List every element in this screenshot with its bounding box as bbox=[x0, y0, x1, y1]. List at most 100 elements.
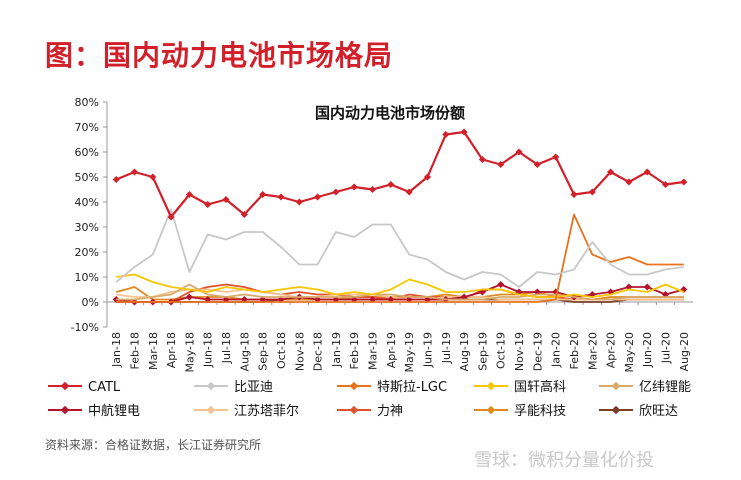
legend-marker bbox=[349, 381, 359, 391]
data-point bbox=[130, 168, 139, 176]
data-point bbox=[149, 173, 157, 181]
x-tick-label: Oct-18 bbox=[275, 332, 288, 369]
x-tick-label: Mar-20 bbox=[586, 332, 599, 370]
x-tick-label: Jul-18 bbox=[220, 332, 233, 364]
data-point bbox=[588, 188, 596, 196]
x-tick-label: May-19 bbox=[403, 332, 416, 373]
y-tick-label: 80% bbox=[75, 96, 99, 109]
market-share-chart: 国内动力电池市场份额 -10% 0% 10% 20% 30% 40% 50% 60% 70% 80… bbox=[48, 96, 693, 419]
legend-marker bbox=[611, 405, 621, 415]
legend-label: 国轩高科 bbox=[514, 379, 566, 395]
data-point bbox=[478, 155, 486, 164]
page-title: 图：国内动力电池市场格局 bbox=[45, 39, 394, 72]
source-note: 资料来源：合格证数据，长江证券研究所 bbox=[45, 438, 262, 452]
x-tick-label: Jun-20 bbox=[641, 332, 654, 368]
x-tick-label: Sep-19 bbox=[476, 332, 489, 371]
legend-marker bbox=[206, 381, 216, 391]
data-point bbox=[240, 210, 248, 219]
legend-marker bbox=[60, 405, 70, 415]
x-tick-label: Aug-20 bbox=[678, 332, 691, 371]
data-point bbox=[442, 130, 450, 139]
legend-label: 亿纬锂能 bbox=[639, 380, 691, 395]
data-point bbox=[259, 190, 267, 199]
data-point bbox=[515, 148, 523, 156]
data-point bbox=[607, 168, 615, 176]
legend-label: 孚能科技 bbox=[514, 404, 566, 419]
x-tick-label: Feb-19 bbox=[348, 332, 361, 369]
watermark: 雪球：微积分量化价投 bbox=[474, 450, 654, 471]
x-tick-label: Mar-18 bbox=[147, 332, 160, 370]
data-point bbox=[423, 173, 432, 181]
legend-marker bbox=[349, 405, 359, 415]
x-tick-label: May-20 bbox=[623, 332, 636, 373]
data-point bbox=[643, 283, 651, 291]
series-line-1 bbox=[115, 208, 684, 288]
data-point bbox=[204, 200, 212, 209]
data-point bbox=[112, 175, 120, 184]
data-point bbox=[460, 128, 468, 136]
x-tick-label: Jan-18 bbox=[110, 332, 123, 368]
legend-marker bbox=[486, 381, 496, 391]
x-tick-label: Apr-19 bbox=[385, 332, 398, 368]
legend-marker bbox=[486, 405, 496, 415]
y-tick-label: 50% bbox=[75, 171, 99, 184]
x-tick-label: Jan-19 bbox=[330, 332, 343, 368]
x-tick-label: Oct-19 bbox=[495, 332, 508, 369]
x-tick-label: Mar-19 bbox=[367, 332, 380, 370]
data-point bbox=[277, 193, 285, 201]
data-point bbox=[405, 188, 413, 196]
data-point bbox=[314, 193, 322, 201]
y-tick-label: 0% bbox=[82, 296, 99, 309]
axes: -10% 0% 10% 20% 30% 40% 50% 60% 70% 80% Jan-18 Feb-… bbox=[71, 96, 693, 373]
legend-label: 江苏塔菲尔 bbox=[234, 403, 299, 419]
x-tick-label: Apr-18 bbox=[165, 332, 178, 368]
legend-label: 力神 bbox=[377, 404, 403, 419]
legend-marker bbox=[611, 381, 621, 391]
y-tick-label: 60% bbox=[75, 146, 99, 159]
data-point bbox=[185, 190, 193, 199]
data-point bbox=[295, 198, 303, 206]
data-point bbox=[533, 160, 541, 169]
data-point bbox=[497, 160, 505, 169]
x-tick-label: Jun-19 bbox=[421, 332, 434, 368]
data-point bbox=[625, 178, 633, 186]
data-point bbox=[332, 188, 340, 196]
data-point bbox=[625, 283, 633, 291]
data-point bbox=[570, 190, 578, 199]
x-tick-label: May-18 bbox=[183, 332, 196, 373]
series-line-4 bbox=[116, 283, 684, 301]
y-tick-label: 70% bbox=[75, 121, 99, 134]
x-tick-label: Sep-18 bbox=[257, 332, 270, 371]
y-tick-label: 30% bbox=[75, 221, 99, 234]
x-tick-label: Nov-19 bbox=[513, 332, 526, 371]
data-point bbox=[552, 153, 560, 161]
legend-label: 比亚迪 bbox=[234, 380, 273, 395]
x-tick-label: Dec-19 bbox=[531, 332, 544, 371]
data-point bbox=[680, 178, 688, 186]
x-tick-label: Feb-18 bbox=[128, 332, 141, 369]
legend-label: 特斯拉-LGC bbox=[377, 380, 447, 395]
x-tick-label: Feb-20 bbox=[568, 332, 581, 369]
x-tick-label: Dec-18 bbox=[312, 332, 325, 371]
legend-marker bbox=[206, 405, 216, 415]
data-point bbox=[661, 180, 670, 189]
data-point bbox=[185, 293, 193, 301]
data-point bbox=[350, 183, 358, 191]
y-tick-label: 20% bbox=[75, 246, 99, 259]
chart-title: 国内动力电池市场份额 bbox=[315, 104, 465, 122]
x-tick-label: Apr-20 bbox=[605, 332, 618, 368]
x-tick-label: Nov-18 bbox=[293, 332, 306, 371]
data-point bbox=[497, 280, 505, 289]
x-tick-label: Jan-20 bbox=[550, 332, 563, 368]
y-tick-label: 40% bbox=[75, 196, 99, 209]
x-tick-label: Jul-19 bbox=[440, 332, 453, 364]
legend-marker bbox=[60, 381, 70, 391]
data-point bbox=[222, 195, 230, 204]
x-tick-label: Aug-18 bbox=[238, 332, 251, 371]
y-tick-label: -10% bbox=[71, 321, 99, 334]
legend-label: 中航锂电 bbox=[88, 403, 140, 419]
data-point bbox=[387, 180, 395, 189]
series-layer bbox=[112, 128, 688, 306]
data-point bbox=[643, 168, 651, 176]
